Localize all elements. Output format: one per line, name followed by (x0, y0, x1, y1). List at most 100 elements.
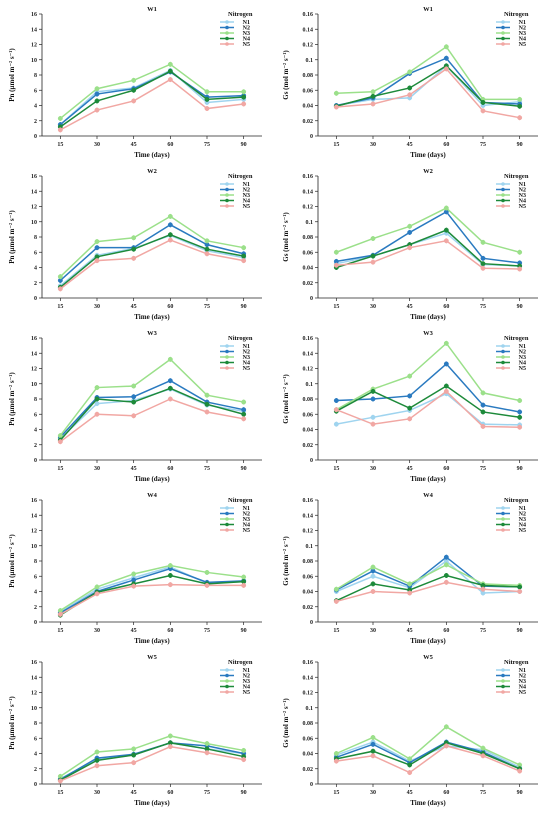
legend-title: Nitrogen (228, 335, 253, 342)
data-point-n5 (57, 778, 63, 784)
y-axis-title: Gs (mol m⁻² s⁻¹) (282, 50, 290, 100)
x-tick-label: 60 (167, 628, 173, 634)
data-point-n5 (333, 407, 339, 413)
y-axis-title: Gs (mol m⁻² s⁻¹) (282, 698, 290, 748)
data-point-n5 (407, 245, 413, 251)
y-tick-label: 0 (34, 134, 37, 140)
data-point-n3 (407, 756, 413, 762)
legend-marker (225, 193, 229, 197)
legend-label: N3 (519, 193, 526, 199)
data-point-n3 (480, 390, 486, 396)
data-point-n4 (131, 246, 137, 252)
series-line-n5 (336, 581, 520, 603)
data-point-n3 (370, 89, 376, 95)
data-point-n5 (370, 101, 376, 107)
x-tick-label: 90 (241, 142, 247, 148)
y-tick-label: 16 (31, 174, 37, 180)
data-point-n4 (241, 411, 247, 417)
x-tick-label: 15 (57, 304, 63, 310)
legend-title: Nitrogen (504, 335, 529, 342)
x-tick-label: 30 (94, 628, 100, 634)
series-line-n4 (59, 387, 244, 441)
y-tick-label: 6 (34, 574, 37, 580)
data-point-n5 (167, 396, 173, 402)
y-tick-label: 0.14 (303, 27, 314, 33)
series-line-n3 (336, 207, 520, 253)
legend-label: N4 (243, 685, 250, 691)
x-tick-label: 15 (57, 466, 63, 472)
y-axis-title: Pn (μmol m⁻² s⁻¹) (8, 210, 16, 264)
data-point-n4 (131, 752, 137, 758)
y-tick-label: 8 (34, 721, 37, 727)
legend-marker (225, 517, 229, 521)
data-point-n5 (333, 598, 339, 604)
data-point-n3 (241, 748, 247, 753)
legend-marker (501, 511, 505, 516)
data-point-n3 (131, 235, 137, 241)
series-line-n3 (336, 45, 520, 101)
data-point-n3 (407, 581, 413, 587)
data-point-n2 (407, 229, 413, 235)
y-tick-label: 0.1 (306, 220, 314, 226)
panel-title: W1 (423, 6, 433, 13)
series-n4 (57, 740, 247, 783)
y-tick-label: 0.14 (303, 189, 314, 195)
data-point-n3 (241, 399, 247, 405)
x-tick-label: 75 (480, 628, 486, 634)
series-n3 (333, 44, 523, 102)
series-line-n5 (59, 239, 244, 290)
data-point-n5 (204, 750, 210, 756)
data-point-n4 (94, 757, 100, 763)
y-tick-label: 10 (31, 706, 37, 712)
legend-label: N2 (243, 674, 250, 680)
data-point-n4 (370, 748, 376, 754)
series-line-n4 (59, 574, 244, 616)
x-tick-label: 90 (517, 628, 523, 634)
data-point-n3 (94, 749, 100, 755)
legend-label: N4 (519, 523, 526, 529)
legend-label: N1 (519, 506, 526, 512)
x-axis-title: Time (days) (410, 799, 446, 807)
y-tick-label: 12 (31, 691, 37, 697)
legend-marker (501, 673, 505, 678)
legend-label: N2 (519, 350, 526, 356)
x-tick-label: 45 (131, 628, 137, 634)
data-point-n3 (517, 96, 523, 102)
panel-title: W4 (423, 492, 434, 499)
data-point-n4 (131, 87, 137, 93)
x-tick-label: 90 (517, 790, 523, 796)
data-point-n5 (57, 439, 63, 445)
chart-panel-10: 0 0.02 0.04 0.06 0.08 0.1 0.12 0.14 0.16 15 30 45 60… (282, 654, 538, 807)
legend-label: N4 (519, 361, 526, 367)
legend-marker (501, 679, 505, 683)
data-point-n3 (443, 44, 449, 50)
data-point-n5 (131, 413, 137, 419)
data-point-n2 (480, 255, 486, 261)
x-tick-label: 75 (204, 628, 210, 634)
y-tick-label: 0.16 (303, 498, 314, 504)
legend-marker (225, 198, 229, 203)
legend-label: N5 (519, 528, 526, 534)
legend-label: N3 (243, 679, 250, 685)
data-point-n3 (517, 398, 523, 403)
x-tick-label: 30 (370, 790, 376, 796)
y-tick-label: 0.02 (303, 281, 314, 287)
data-point-n3 (480, 239, 486, 245)
data-point-n3 (131, 746, 137, 752)
data-point-n5 (131, 583, 137, 589)
data-point-n5 (480, 424, 486, 429)
series-n3 (57, 563, 247, 614)
legend-label: N4 (519, 199, 526, 205)
data-point-n3 (443, 724, 449, 730)
x-tick-label: 45 (407, 628, 413, 634)
data-point-n3 (204, 392, 210, 398)
x-axis-title: Time (days) (410, 313, 446, 321)
legend-marker (225, 506, 229, 510)
data-point-n4 (480, 100, 486, 105)
chart-panel-6: 0 0.02 0.04 0.06 0.08 0.1 0.12 0.14 0.16 15 30 45 60… (282, 330, 538, 483)
data-point-n5 (370, 259, 376, 265)
data-point-n4 (407, 405, 413, 411)
y-tick-label: 0.02 (303, 443, 314, 449)
